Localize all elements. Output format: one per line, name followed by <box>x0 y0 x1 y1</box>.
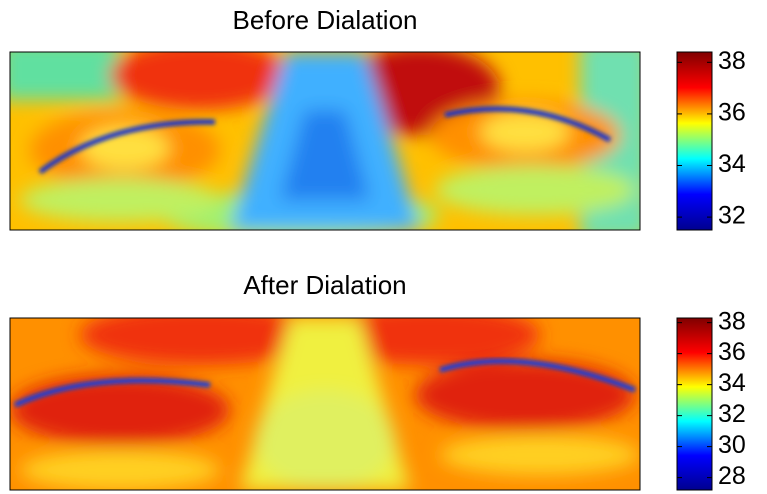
colorbar-tick-label: 28 <box>718 462 746 490</box>
colorbar-tick-label: 38 <box>718 307 746 335</box>
figure: Before Dialation 32 34 36 38 After Dialation 2… <box>0 0 767 494</box>
colorbar-tick-label: 36 <box>718 99 746 127</box>
colorbar-tick-label: 38 <box>718 47 746 75</box>
colorbar <box>677 52 712 230</box>
chart-title: After Dialation <box>243 270 406 300</box>
colorbar-tick-label: 30 <box>718 431 746 459</box>
colorbar <box>677 318 712 490</box>
colorbar-tick-label: 32 <box>718 202 746 230</box>
thermal-image-after <box>10 305 640 490</box>
colorbar-tick-label: 36 <box>718 338 746 366</box>
colorbar-tick-label: 34 <box>718 369 746 397</box>
thermal-image-before <box>0 40 650 240</box>
colorbar-tick-label: 32 <box>718 400 746 428</box>
colorbar-tick-label: 34 <box>718 150 746 178</box>
chart-title: Before Dialation <box>233 5 418 35</box>
